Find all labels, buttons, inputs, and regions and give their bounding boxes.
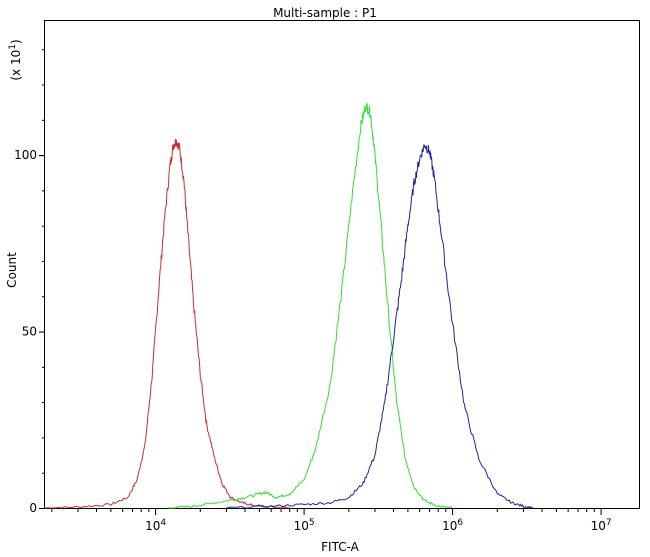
svg-text:(x 101): (x 101) bbox=[8, 39, 23, 80]
x-tick-label: 106 bbox=[442, 518, 463, 533]
series-line-1 bbox=[44, 139, 290, 509]
y-axis-label: Count bbox=[5, 252, 19, 288]
y-axis: 0 50 100 bbox=[14, 49, 45, 515]
chart-title: Multi-sample : P1 bbox=[273, 6, 377, 20]
x-tick-label: 107 bbox=[591, 518, 612, 533]
series-line-3 bbox=[226, 144, 534, 509]
x-axis: 104 105 106 107 bbox=[51, 508, 612, 533]
y-tick-label: 50 bbox=[22, 325, 37, 339]
y-multiplier-label: (x 101) bbox=[8, 39, 23, 80]
y-multiplier-prefix: (x 10 bbox=[9, 50, 23, 81]
x-axis-label: FITC-A bbox=[321, 540, 360, 554]
series-line-2 bbox=[167, 102, 453, 509]
series-lines bbox=[44, 102, 534, 509]
plot-frame bbox=[44, 20, 640, 509]
y-multiplier-exponent: 1 bbox=[8, 44, 18, 50]
y-tick-label: 0 bbox=[29, 501, 37, 515]
y-tick-label: 100 bbox=[14, 148, 37, 162]
x-tick-label: 105 bbox=[294, 518, 315, 533]
x-tick-label: 104 bbox=[145, 518, 166, 533]
